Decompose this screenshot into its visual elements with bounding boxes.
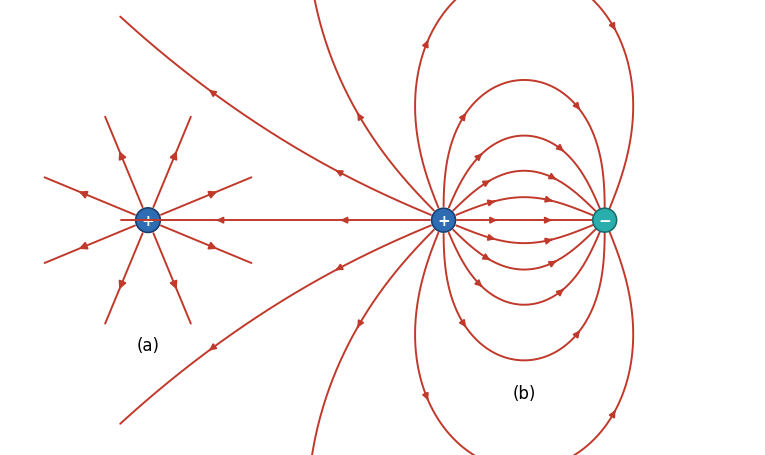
Circle shape bbox=[593, 209, 617, 233]
Text: +: + bbox=[142, 213, 155, 228]
Text: (a): (a) bbox=[136, 336, 159, 354]
Text: −: − bbox=[598, 213, 611, 228]
Text: (b): (b) bbox=[513, 384, 536, 403]
Circle shape bbox=[137, 210, 159, 232]
Text: +: + bbox=[438, 213, 450, 228]
Circle shape bbox=[431, 209, 456, 233]
Circle shape bbox=[135, 208, 161, 233]
Circle shape bbox=[433, 210, 454, 231]
Circle shape bbox=[594, 210, 615, 231]
